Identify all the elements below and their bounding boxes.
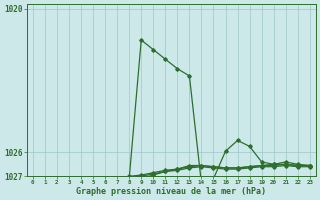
X-axis label: Graphe pression niveau de la mer (hPa): Graphe pression niveau de la mer (hPa) (76, 187, 266, 196)
